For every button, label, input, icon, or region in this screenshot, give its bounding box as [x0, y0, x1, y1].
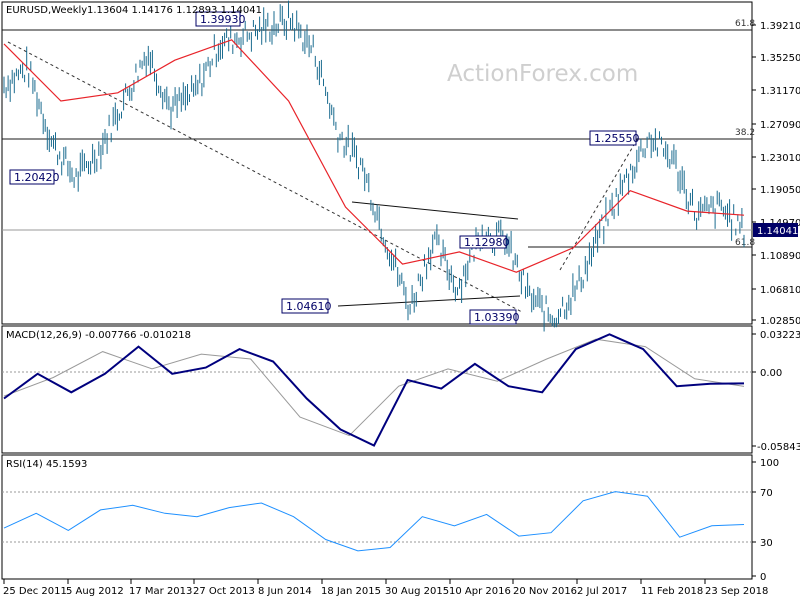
svg-text:1.02850: 1.02850 [760, 316, 800, 327]
price-tick-9: 1.06810 [752, 285, 800, 296]
svg-text:27 Oct 2013: 27 Oct 2013 [193, 586, 255, 597]
rsi-tick-30: 30 [752, 538, 773, 549]
svg-text:1.23010: 1.23010 [760, 153, 800, 164]
price-tick-1: 1.39210 [752, 21, 800, 32]
svg-text:30: 30 [760, 538, 773, 549]
macd-tick-bottom: -0.058434 [752, 442, 800, 453]
svg-text:1.35250: 1.35250 [760, 53, 800, 64]
macd-tick-zero: 0.00 [752, 368, 782, 379]
fib-label-low: 61.8 [735, 238, 755, 248]
price-box-1-3993: 1.39930 [195, 11, 246, 27]
svg-text:5 Aug 2012: 5 Aug 2012 [66, 586, 124, 597]
triangle-lower-trendline [337, 295, 521, 307]
watermark: ActionForex.com [447, 61, 638, 87]
svg-text:1.27090: 1.27090 [760, 120, 800, 131]
rsi-line [3, 491, 745, 552]
svg-text:1.31170: 1.31170 [760, 86, 800, 97]
svg-text:2 Jul 2017: 2 Jul 2017 [577, 586, 627, 597]
x-tick-12: 23 Sep 2018 [704, 579, 768, 597]
svg-text:23 Sep 2018: 23 Sep 2018 [705, 586, 768, 597]
svg-text:-0.058434: -0.058434 [757, 442, 800, 453]
current-price-tag: 1.14041 [753, 223, 798, 237]
x-tick-2: 5 Aug 2012 [66, 579, 124, 597]
x-tick-10: 2 Jul 2017 [576, 579, 627, 597]
price-panel-symbol: EURUSD,Weekly [6, 5, 87, 16]
svg-text:1.39210: 1.39210 [760, 21, 800, 32]
price-box-1-0339: 1.03390 [469, 309, 520, 325]
triangle-upper-trendline [351, 201, 519, 220]
svg-text:11 Feb 2018: 11 Feb 2018 [641, 586, 703, 597]
macd-signal-line [3, 338, 745, 437]
svg-text:18 Jan 2015: 18 Jan 2015 [321, 586, 381, 597]
macd-panel-header: MACD(12,26,9) -0.007766 -0.010218 [6, 330, 191, 341]
svg-text:0.00: 0.00 [760, 368, 782, 379]
svg-text:20 Nov 2016: 20 Nov 2016 [513, 586, 577, 597]
price-tick-2: 1.35250 [752, 53, 800, 64]
svg-text:1.14041: 1.14041 [757, 226, 798, 237]
svg-text:1.03390: 1.03390 [474, 311, 520, 324]
x-tick-7: 30 Aug 2015 [385, 579, 449, 597]
svg-text:1.39930: 1.39930 [200, 13, 246, 26]
price-box-1-0461: 1.04610 [281, 298, 332, 314]
x-tick-8: 10 Apr 2016 [449, 579, 511, 597]
svg-text:70: 70 [760, 488, 773, 499]
svg-text:1.20420: 1.20420 [14, 171, 60, 184]
rsi-tick-0: 0 [752, 572, 766, 583]
price-tick-5: 1.23010 [752, 153, 800, 164]
moving-average-line [3, 39, 745, 273]
x-tick-1: 25 Dec 2011 [3, 579, 67, 597]
price-box-1-1298: 1.12980 [459, 235, 510, 249]
price-y-axis: 1.39210 1.35250 1.31170 1.27090 1.23010 … [752, 21, 800, 327]
price-tick-10: 1.02850 [752, 316, 800, 327]
macd-main-line [3, 333, 745, 447]
fib-label-mid: 38.2 [735, 128, 755, 138]
svg-text:25 Dec 2011: 25 Dec 2011 [3, 586, 67, 597]
svg-text:1.04610: 1.04610 [286, 300, 332, 313]
price-panel-ohlc: 1.13604 1.14176 1.12893 1.14041 [87, 5, 262, 16]
rsi-panel-frame [1, 454, 753, 580]
price-box-1-2555: 1.25550 [589, 130, 640, 146]
dashed-trendline [7, 41, 523, 313]
x-axis: 25 Dec 2011 5 Aug 2012 17 Mar 2013 27 Oc… [3, 579, 768, 597]
macd-panel-frame [1, 325, 753, 454]
svg-text:17 Mar 2013: 17 Mar 2013 [129, 586, 192, 597]
rsi-tick-100: 100 [752, 458, 779, 469]
x-tick-9: 20 Nov 2016 [512, 579, 577, 597]
price-tick-8: 1.10890 [752, 251, 800, 262]
svg-text:10 Apr 2016: 10 Apr 2016 [449, 586, 511, 597]
rsi-tick-70: 70 [752, 488, 773, 499]
svg-text:1.10890: 1.10890 [760, 251, 800, 262]
svg-text:0: 0 [760, 572, 766, 583]
x-tick-4: 27 Oct 2013 [193, 579, 255, 597]
macd-y-axis: 0.032235 0.00 -0.058434 [752, 330, 800, 453]
svg-text:8 Jun 2014: 8 Jun 2014 [258, 586, 312, 597]
x-tick-5: 8 Jun 2014 [257, 579, 312, 597]
rsi-y-axis: 100 70 30 0 [752, 458, 779, 583]
x-tick-6: 18 Jan 2015 [321, 579, 381, 597]
svg-text:1.25550: 1.25550 [594, 132, 640, 145]
svg-text:0.032235: 0.032235 [760, 330, 800, 341]
rsi-panel-header: RSI(14) 45.1593 [6, 459, 87, 470]
macd-tick-top: 0.032235 [752, 330, 800, 341]
price-tick-6: 1.19050 [752, 185, 800, 196]
price-box-1-2042: 1.20420 [9, 169, 60, 185]
price-tick-4: 1.27090 [752, 120, 800, 131]
price-bars [3, 0, 745, 332]
fib-label-top: 61.8 [735, 19, 755, 29]
x-tick-3: 17 Mar 2013 [129, 579, 192, 597]
svg-text:1.19050: 1.19050 [760, 185, 800, 196]
svg-text:30 Aug 2015: 30 Aug 2015 [385, 586, 449, 597]
price-tick-3: 1.31170 [752, 86, 800, 97]
svg-text:100: 100 [760, 458, 779, 469]
x-tick-11: 11 Feb 2018 [640, 579, 703, 597]
svg-text:1.06810: 1.06810 [760, 285, 800, 296]
price-panel-frame [1, 1, 753, 325]
svg-text:1.12980: 1.12980 [464, 236, 510, 249]
